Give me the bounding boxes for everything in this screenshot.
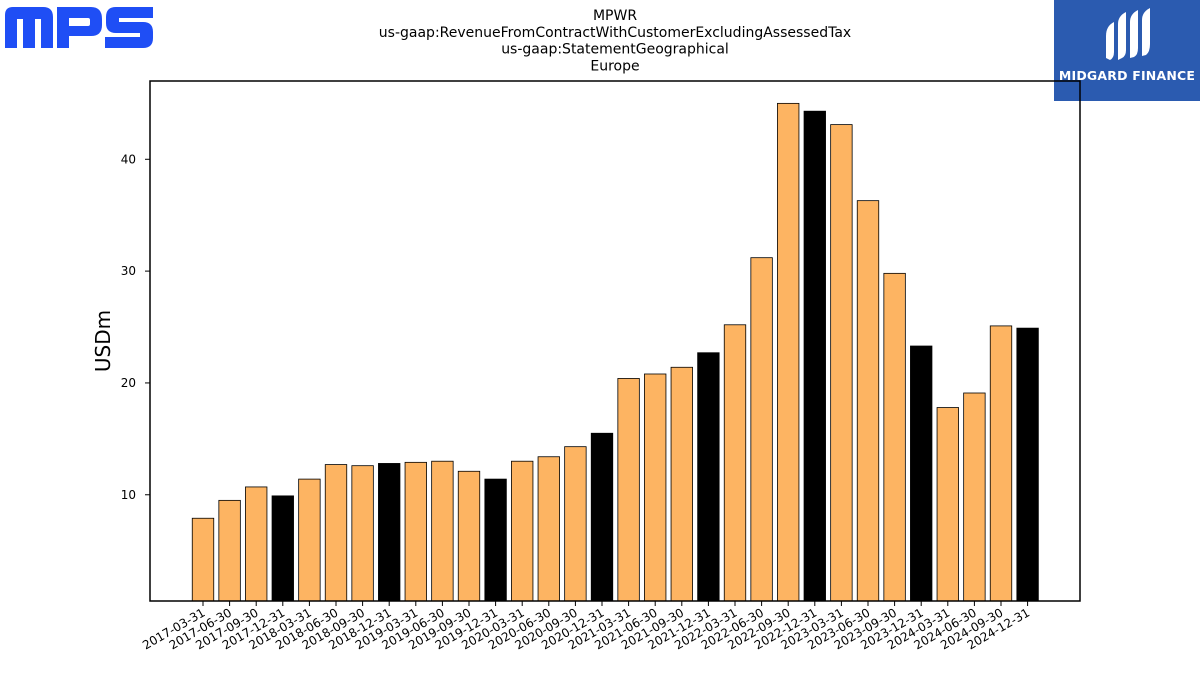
- title-line-1: MPWR: [593, 8, 637, 24]
- bar-2020-09-30: [564, 446, 587, 602]
- chart-title: MPWRus-gaap:RevenueFromContractWithCusto…: [379, 8, 851, 74]
- bar-2019-09-30: [457, 470, 481, 602]
- bar-2017-09-30: [245, 486, 268, 602]
- bar-2021-12-31: [697, 352, 720, 602]
- bar-2020-06-30: [537, 456, 560, 602]
- bar-2024-09-30: [989, 325, 1013, 602]
- bar-2021-03-31: [617, 378, 640, 602]
- bar-2020-03-31: [511, 460, 534, 602]
- x-axis: 2017-03-312017-06-302017-09-302017-12-31…: [140, 601, 1032, 652]
- midgard-emblem-icon: [1106, 8, 1150, 60]
- mps-logo: [5, 7, 153, 48]
- y-tick-label: 10: [121, 488, 136, 502]
- bar-2022-12-31: [803, 110, 826, 602]
- bar-2024-06-30: [963, 392, 986, 602]
- bar-2021-09-30: [670, 366, 693, 602]
- bar-2017-06-30: [218, 499, 241, 602]
- plot-frame: [149, 80, 1081, 602]
- bar-2023-09-30: [883, 272, 906, 602]
- bar-2022-03-31: [723, 324, 747, 602]
- bar-2023-03-31: [830, 124, 853, 602]
- bar-2020-12-31: [590, 432, 614, 602]
- bars: [191, 102, 1039, 602]
- y-tick-label: 30: [121, 264, 136, 278]
- bar-2022-09-30: [777, 102, 800, 602]
- bar-2018-03-31: [298, 478, 321, 602]
- title-line-4: Europe: [590, 58, 639, 74]
- bar-2024-03-31: [936, 407, 959, 602]
- midgard-finance-logo: MIDGARD FINANCE: [1054, 0, 1200, 101]
- bar-2023-12-31: [910, 345, 933, 602]
- bar-2024-12-31: [1016, 327, 1039, 602]
- y-axis-label: USDm: [91, 310, 115, 372]
- bar-2017-03-31: [191, 517, 215, 602]
- bar-2019-12-31: [484, 478, 507, 602]
- title-line-3: us-gaap:StatementGeographical: [501, 42, 729, 58]
- bar-2018-12-31: [378, 463, 401, 602]
- bar-2019-03-31: [404, 461, 427, 602]
- bar-2019-06-30: [431, 460, 454, 602]
- bar-2021-06-30: [644, 373, 667, 602]
- midgard-finance-wordmark: MIDGARD FINANCE: [1058, 68, 1196, 83]
- y-tick-label: 40: [121, 152, 136, 166]
- bar-2023-06-30: [856, 200, 880, 602]
- y-tick-label: 20: [121, 376, 136, 390]
- title-line-2: us-gaap:RevenueFromContractWithCustomerE…: [379, 25, 851, 41]
- bar-2017-12-31: [271, 495, 294, 602]
- bar-2018-09-30: [351, 465, 374, 602]
- bar-2022-06-30: [750, 257, 773, 602]
- bar-2018-06-30: [324, 464, 348, 602]
- y-axis: 10 20 30 40: [121, 152, 150, 502]
